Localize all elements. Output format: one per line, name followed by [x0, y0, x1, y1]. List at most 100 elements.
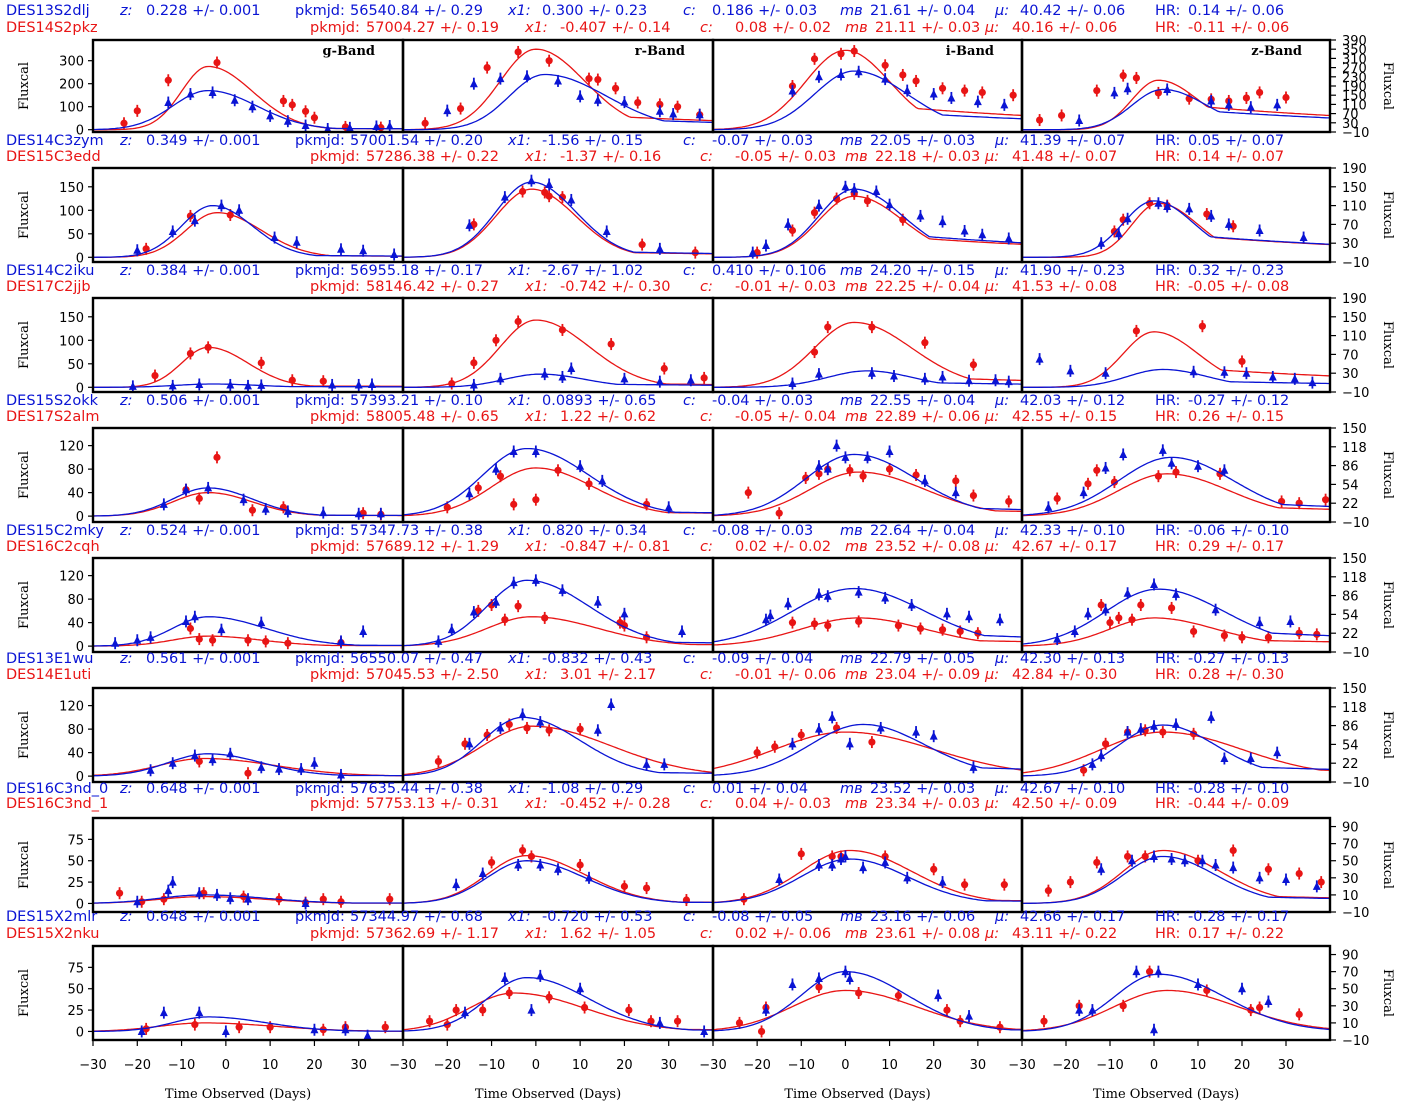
sn2-x1-label: x1: [524, 796, 548, 812]
sn2-mu: 42.84 +/- 0.30 [1012, 667, 1117, 683]
sn1-pkmjd: 57635.44 +/- 0.38 [350, 781, 483, 797]
sn1-data-point [1079, 488, 1088, 497]
sn1-data-point [1211, 860, 1220, 869]
x-tick-label: 0 [532, 1058, 540, 1073]
sn1-c-label: c: [683, 781, 696, 797]
sn1-data-point [244, 894, 252, 903]
left-tick-label: 50 [67, 983, 84, 998]
band-panel-3 [711, 166, 1024, 264]
band-panel-3 [711, 556, 1024, 654]
sn1-x1-label: x1: [507, 133, 531, 149]
sn1-data-point [814, 369, 823, 378]
sn2-data-point [912, 77, 920, 85]
sn2-data-point [855, 617, 863, 626]
sn1-data-point [885, 200, 894, 209]
right-tick-label: 22 [1342, 757, 1359, 772]
sn1-data-point [1119, 449, 1128, 458]
sn1-data-point [1180, 856, 1189, 865]
left-tick-label: 0 [76, 381, 84, 396]
band-panel-3 [711, 426, 1024, 524]
sn2-data-point [487, 858, 496, 867]
sn2-data-point [288, 376, 296, 384]
sn1-data-point [270, 233, 279, 242]
sn1-data-point [434, 636, 443, 645]
x-tick-label: 30 [970, 1058, 987, 1073]
sn1-data-point [655, 106, 664, 115]
sn2-data-point [1084, 480, 1092, 488]
sn1-data-point [664, 502, 673, 511]
band-panel-1 [91, 556, 405, 654]
sn1-data-point [465, 220, 474, 229]
sn1-name: DES15C2mky [6, 523, 104, 539]
sn1-model-curve [713, 970, 1022, 1032]
band-panel-3: i-Band [711, 38, 1024, 134]
right-tick-label: −10 [1342, 386, 1369, 401]
sn2-data-point [558, 326, 567, 334]
sn2-mb-label: mʙ [845, 409, 868, 425]
sn1-data-point [536, 860, 545, 869]
x-tick-label: 10 [881, 1058, 898, 1073]
sn1-z-label: z: [119, 3, 133, 19]
sn2-model-curve [93, 1022, 403, 1032]
sn2-data-point [545, 993, 553, 1001]
sn2-data-point [1093, 858, 1101, 867]
sn1-data-point [934, 991, 943, 1000]
sn1-data-point [823, 464, 832, 473]
sn1-z: 0.524 +/- 0.001 [146, 523, 261, 539]
sn2-mb: 23.34 +/- 0.03 [875, 796, 980, 812]
right-tick-label: 50 [1342, 855, 1359, 870]
sn2-data-point [744, 489, 752, 497]
sn1-data-point [182, 485, 190, 494]
sn1-data-point [814, 589, 823, 598]
x-axis-label: Time Observed (Days) [165, 1087, 311, 1102]
sn1-model-curve [713, 453, 1022, 516]
sn2-pkmjd-label: pkmjd: [310, 539, 360, 555]
sn1-data-point [841, 967, 850, 976]
x-tick-label: −30 [699, 1058, 726, 1073]
sn1-data-point [523, 71, 531, 80]
sn1-data-point [390, 249, 399, 258]
sn1-hr: -0.28 +/- 0.17 [1188, 909, 1289, 925]
sn2-data-point [501, 616, 509, 624]
sn1-data-point [1158, 445, 1167, 454]
sn2-data-point [1093, 87, 1101, 95]
sn2-data-point [1154, 89, 1162, 97]
sn2-data-point [833, 194, 841, 203]
right-tick-label: 54 [1342, 738, 1359, 753]
sn1-data-point [903, 86, 912, 95]
sn2-name: DES15C3edd [6, 149, 101, 165]
sn2-data-point [164, 76, 172, 84]
sn2-pkmjd-label: pkmjd: [310, 409, 360, 425]
sn1-data-point [784, 219, 793, 228]
sn2-model-curve [713, 49, 1022, 131]
sn2-data-point [310, 114, 319, 122]
sn1-data-point [995, 615, 1004, 624]
row-header: DES14C3zym z: 0.349 +/- 0.001 pkmjd: 57001.5… [6, 133, 1284, 165]
right-tick-label: 86 [1342, 720, 1359, 735]
sn2-name: DES17S2alm [6, 409, 99, 425]
y-axis-label-right: Fluxcal [1380, 581, 1395, 629]
y-axis-label-right: Fluxcal [1380, 321, 1395, 369]
band-panel-3 [711, 816, 1024, 914]
sn1-data-point [323, 124, 332, 132]
sn2-c-label: c: [700, 20, 713, 36]
sn2-data-point [846, 466, 854, 474]
sn2-data-point [788, 619, 797, 627]
sn1-data-point [748, 248, 757, 257]
sn1-data-point [845, 739, 854, 748]
sn1-data-point [951, 488, 960, 497]
band-label: r-Band [635, 44, 685, 59]
band-label: g-Band [323, 44, 375, 59]
sn1-model-curve [93, 753, 403, 777]
sn1-data-point [814, 72, 823, 81]
sn1-hr-label: HR: [1155, 781, 1180, 797]
sn2-model-curve [403, 48, 713, 131]
panel-frame [401, 556, 715, 654]
sn1-data-point [469, 380, 478, 389]
sn2-data-point [1132, 327, 1140, 335]
right-tick-label: 150 [1342, 552, 1367, 567]
sn2-data-point [700, 374, 708, 382]
sn2-data-point [288, 101, 296, 109]
left-tick-label: 0 [76, 510, 84, 525]
sn1-data-point [452, 880, 461, 889]
